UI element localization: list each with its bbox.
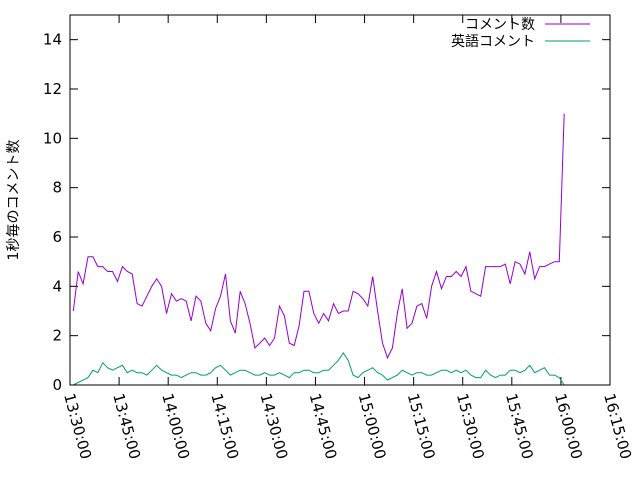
y-axis-label: 1秒毎のコメント数 — [6, 140, 22, 261]
x-tick-label: 16:00:00 — [551, 391, 586, 461]
x-tick-label: 14:45:00 — [306, 391, 341, 461]
legend-label: 英語コメント — [451, 33, 535, 50]
legend-label: コメント数 — [465, 17, 535, 33]
x-tick-label: 14:15:00 — [207, 391, 242, 461]
y-axis-ticks: 0 2 4 6 8 10 12 14 — [43, 31, 610, 394]
x-tick-label: 15:30:00 — [453, 391, 488, 461]
y-tick-label: 8 — [52, 179, 62, 197]
x-tick-label: 13:30:00 — [60, 391, 95, 461]
plot-border — [69, 14, 611, 386]
series-line-1 — [72, 113, 565, 360]
y-tick-label: 0 — [52, 376, 62, 394]
x-tick-label: 14:30:00 — [256, 391, 291, 461]
x-axis-ticks: 13:30:00 13:45:00 14:00:00 14:15:00 14:30:00… — [60, 15, 635, 461]
y-tick-label: 6 — [52, 228, 62, 246]
y-tick-label: 10 — [43, 129, 62, 147]
x-tick-label: 15:15:00 — [404, 391, 439, 461]
series-lines — [72, 113, 565, 386]
y-tick-label: 4 — [52, 277, 62, 295]
y-tick-label: 14 — [43, 31, 62, 49]
x-tick-label: 14:00:00 — [158, 391, 193, 461]
x-tick-label: 13:45:00 — [109, 391, 144, 461]
y-tick-label: 2 — [52, 327, 62, 345]
x-tick-label: 16:15:00 — [600, 391, 635, 461]
x-tick-label: 15:45:00 — [502, 391, 537, 461]
series-line-2 — [73, 351, 565, 386]
x-tick-label: 15:00:00 — [355, 391, 390, 461]
y-tick-label: 12 — [43, 80, 62, 98]
